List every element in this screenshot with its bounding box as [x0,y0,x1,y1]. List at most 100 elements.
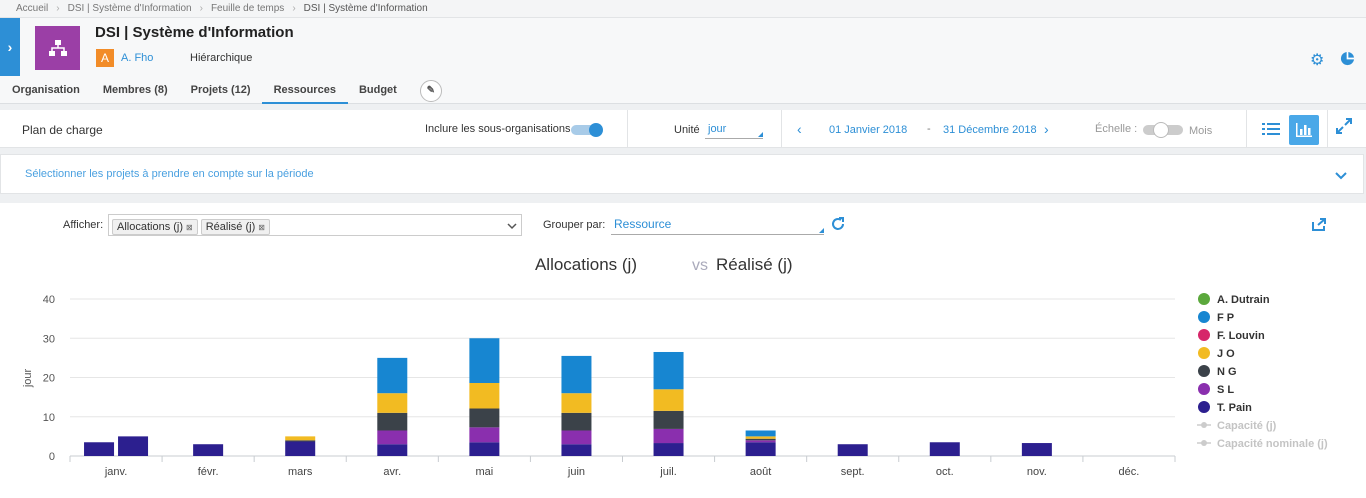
legend-item[interactable]: A. Dutrain [1217,294,1270,306]
show-multiselect[interactable]: Allocations (j) ⊠ Réalisé (j) ⊠ [108,214,522,236]
x-tick-label: juin [567,466,585,478]
toolbar-divider [1246,110,1247,148]
tab-budget[interactable]: Budget [358,83,397,96]
breadcrumb-item[interactable]: Feuille de temps [210,3,285,14]
group-by-select[interactable]: Ressource [611,215,824,235]
project-selection-link[interactable]: Sélectionner les projets à prendre en co… [25,168,314,180]
bar-segment[interactable] [745,440,776,443]
bar-segment[interactable] [193,444,224,456]
bar-realise[interactable] [118,436,149,456]
chart-title-part2: Réalisé (j) [716,255,793,274]
breadcrumb-item[interactable]: DSI | Système d'Information [67,3,192,14]
bar-segment[interactable] [653,389,684,411]
breadcrumb-item: DSI | Système d'Information [303,3,428,14]
tab-bar: Organisation Membres (8) Projets (12) Resso… [0,78,1366,104]
bar-segment[interactable] [745,430,776,437]
bar-segment[interactable] [561,412,592,431]
unit-select[interactable]: jour [705,121,763,139]
filter-chip: Réalisé (j) ⊠ [200,219,270,235]
legend-item[interactable]: S L [1217,384,1234,396]
legend-item[interactable]: Capacité nominale (j) [1217,438,1328,450]
bar-segment[interactable] [561,393,592,413]
bar-segment[interactable] [561,355,592,394]
legend-marker [1198,383,1210,395]
x-tick-label: juil. [659,466,677,478]
chevron-down-icon[interactable] [507,218,517,236]
gear-icon[interactable]: ⚙ [1310,52,1325,69]
breadcrumb-item[interactable]: Accueil [16,3,49,14]
bar-segment[interactable] [653,443,684,456]
org-chart-icon [48,40,67,56]
owner-avatar: A [96,49,114,67]
bar-segment[interactable] [469,382,500,409]
bar-segment[interactable] [561,430,592,445]
bar-segment[interactable] [285,441,316,456]
legend-item[interactable]: N G [1217,366,1237,378]
tab-organisation[interactable]: Organisation [12,83,80,96]
include-sub-orgs-label: Inclure les sous-organisations [425,123,571,135]
pie-chart-icon[interactable] [1340,51,1355,71]
bar-segment[interactable] [377,393,408,413]
end-date[interactable]: 31 Décembre 2018 [943,124,1037,136]
previous-period-icon[interactable]: ‹ [797,121,802,137]
chart: Allocations (j) vs Réalisé (j) jour 0 10 2… [22,255,1328,478]
bar-segment[interactable] [745,442,776,456]
toolbar-divider [781,110,782,148]
legend-item[interactable]: Capacité (j) [1217,420,1277,432]
toolbar-divider [627,110,628,148]
scale-slider[interactable] [1143,122,1185,138]
bar-segment[interactable] [377,430,408,445]
bar-segment[interactable] [469,427,500,443]
list-view-icon[interactable] [1262,121,1280,142]
bar-segment[interactable] [285,436,316,441]
y-tick-label: 30 [43,333,55,345]
legend-item[interactable]: F P [1217,312,1234,324]
unit-select-value: jour [708,123,727,135]
bar-segment[interactable] [377,444,408,456]
legend-marker [1201,422,1207,428]
tab-membres[interactable]: Membres (8) [102,83,168,96]
bar-segment[interactable] [1021,443,1052,456]
dropdown-corner-icon [819,228,824,233]
bar-segment[interactable] [745,436,776,439]
start-date[interactable]: 01 Janvier 2018 [829,124,908,136]
toolbar-divider [1327,110,1328,148]
bar-segment[interactable] [377,357,408,394]
bar-segment[interactable] [285,440,316,442]
bar-segment[interactable] [929,442,960,456]
project-selection-panel[interactable] [0,154,1364,194]
chevron-down-icon[interactable] [1334,168,1348,186]
expand-icon[interactable] [1336,118,1352,139]
legend-item[interactable]: J O [1217,348,1235,360]
bar-segment[interactable] [561,444,592,456]
owner-link[interactable]: A. Fho [121,52,154,64]
next-period-icon[interactable]: › [1044,121,1049,137]
tab-ressources[interactable]: Ressources [261,78,348,104]
include-sub-orgs-toggle[interactable] [571,123,603,137]
breadcrumb-separator-icon: › [199,3,203,14]
sidebar-toggle-button[interactable]: › [0,18,20,76]
legend-item[interactable]: T. Pain [1217,402,1252,414]
bar-segment[interactable] [469,338,500,383]
remove-chip-icon[interactable]: ⊠ [258,223,265,232]
bar-segment[interactable] [84,442,115,456]
bar-segment[interactable] [837,444,868,456]
bar-segment[interactable] [653,428,684,444]
legend-item[interactable]: F. Louvin [1217,330,1265,342]
refresh-icon[interactable] [830,216,846,237]
breadcrumb-separator-icon: › [292,3,296,14]
bar-segment[interactable] [653,410,684,429]
bar-segment[interactable] [469,408,500,428]
chart-view-button[interactable] [1289,115,1319,145]
breadcrumb-separator-icon: › [56,3,60,14]
export-icon[interactable] [1311,217,1327,236]
bar-segment[interactable] [469,442,500,456]
bar-segment[interactable] [377,412,408,431]
tab-projets[interactable]: Projets (12) [190,83,251,96]
remove-chip-icon[interactable]: ⊠ [186,223,193,232]
legend-marker [1201,440,1207,446]
bar-segment[interactable] [745,438,776,441]
edit-icon[interactable]: ✎ [419,79,442,102]
bar-segment[interactable] [653,351,684,390]
x-tick-label: avr. [383,466,401,478]
